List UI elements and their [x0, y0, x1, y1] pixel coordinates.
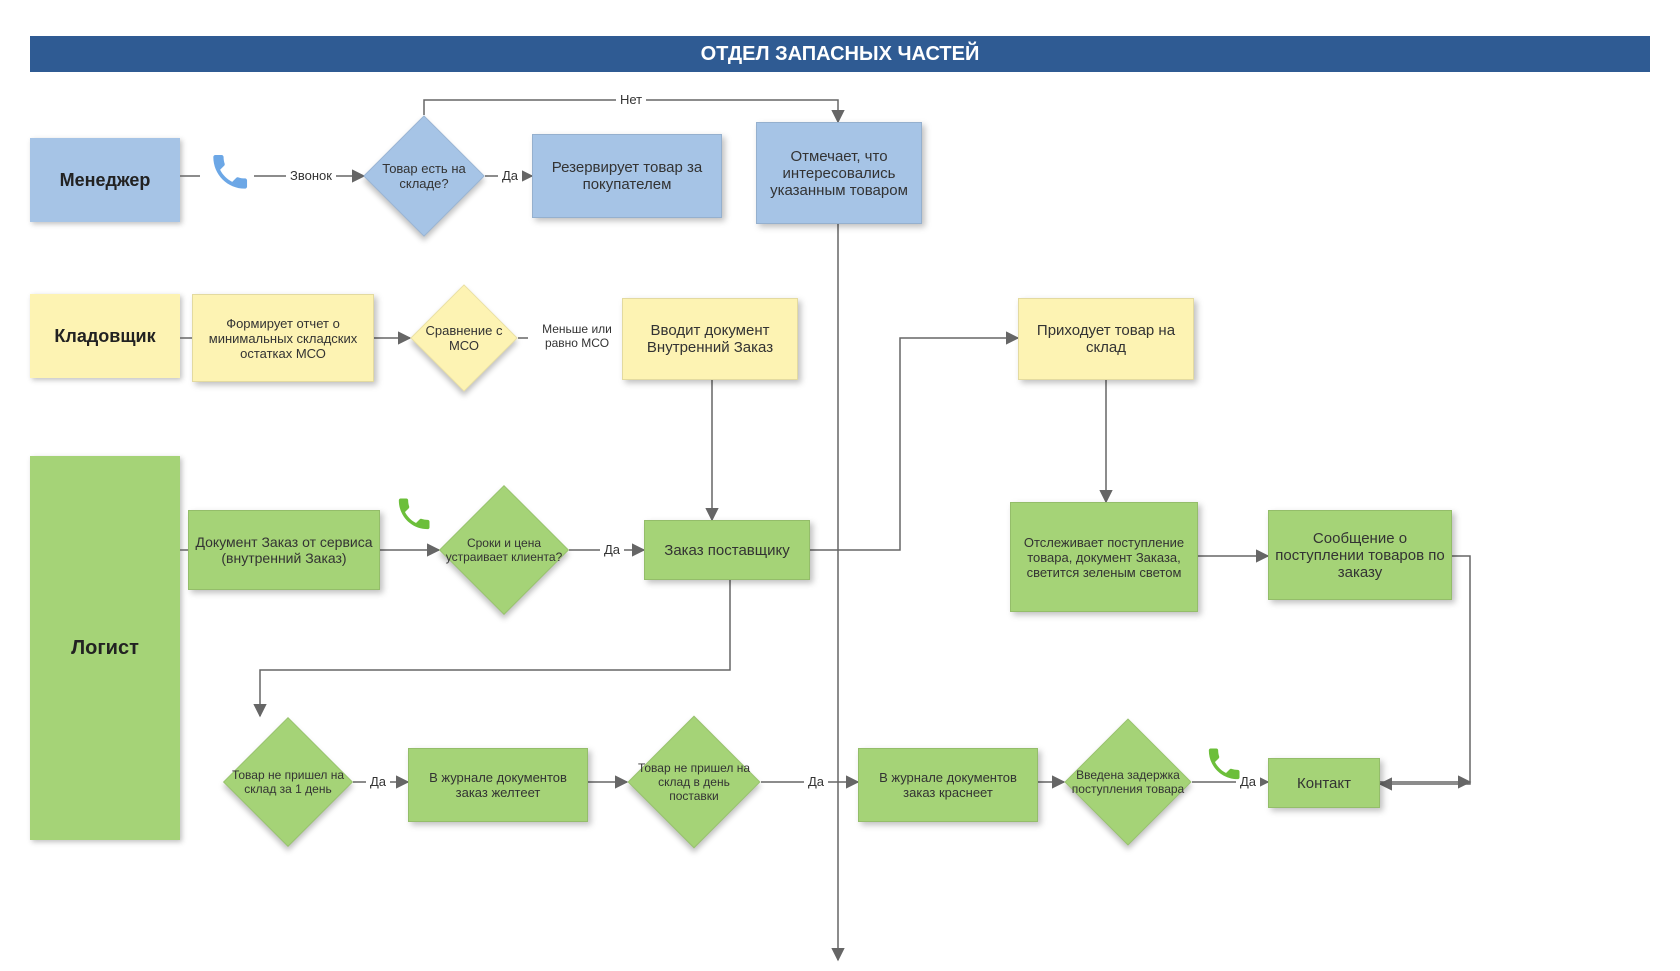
- node-n8: Отслеживает поступление товара, документ…: [1010, 502, 1198, 612]
- node-d2: Сравнение с МСО: [426, 300, 502, 376]
- edge-label-e-d2-n4: Меньше или равно МСО: [528, 322, 626, 350]
- edge-e-n7-right: [810, 338, 1018, 550]
- edge-label-e-d3-n7: Да: [600, 542, 624, 557]
- node-n6: Документ Заказ от сервиса (внутренний За…: [188, 510, 380, 590]
- node-n7: Заказ поставщику: [644, 520, 810, 580]
- node-d3-label: Сроки и цена устраивает клиента?: [440, 486, 569, 615]
- node-n11: В журнале документов заказ краснеет: [858, 748, 1038, 822]
- node-d4: Товар не пришел на склад за 1 день: [242, 736, 334, 828]
- phone-icon: [394, 494, 434, 539]
- node-d1: Товар есть на складе?: [381, 133, 467, 219]
- flowchart-stage: ОТДЕЛ ЗАПАСНЫХ ЧАСТЕЙ Менеджер Кладовщик Ло…: [0, 0, 1680, 971]
- node-n1: Резервирует товар за покупателем: [532, 134, 722, 218]
- node-n9: Сообщение о поступлении товаров по заказ…: [1268, 510, 1452, 600]
- node-d5-label: Товар не пришел на склад в день поставки: [628, 716, 760, 848]
- edge-label-e-d1-n1: Да: [498, 168, 522, 183]
- node-n12: Контакт: [1268, 758, 1380, 808]
- node-n3: Формирует отчет о минимальных складских …: [192, 294, 374, 382]
- node-d3: Сроки и цена устраивает клиента?: [458, 504, 550, 596]
- header-title: ОТДЕЛ ЗАПАСНЫХ ЧАСТЕЙ: [30, 36, 1650, 72]
- phone-icon: [1204, 744, 1244, 789]
- phone-icon: [208, 150, 252, 199]
- edge-label-e-ph1-d1: Звонок: [286, 168, 336, 183]
- node-d2-label: Сравнение с МСО: [411, 285, 517, 391]
- node-d6-label: Введена задержка поступления товара: [1065, 719, 1191, 845]
- lane-logist: Логист: [30, 456, 180, 840]
- node-n4: Вводит документ Внутренний Заказ: [622, 298, 798, 380]
- node-d4-label: Товар не пришел на склад за 1 день: [224, 718, 353, 847]
- node-d5: Товар не пришел на склад в день поставки: [647, 735, 741, 829]
- lane-storekeeper: Кладовщик: [30, 294, 180, 378]
- node-n2: Отмечает, что интересовались указанным т…: [756, 122, 922, 224]
- node-d1-label: Товар есть на складе?: [364, 116, 484, 236]
- edge-label-e-d5-n11: Да: [804, 774, 828, 789]
- lane-manager: Менеджер: [30, 138, 180, 222]
- node-n5: Приходует товар на склад: [1018, 298, 1194, 380]
- node-n10: В журнале документов заказ желтеет: [408, 748, 588, 822]
- edge-label-e-d1-no: Нет: [616, 92, 646, 107]
- node-d6: Введена задержка поступления товара: [1083, 737, 1173, 827]
- edge-label-e-d4-n10: Да: [366, 774, 390, 789]
